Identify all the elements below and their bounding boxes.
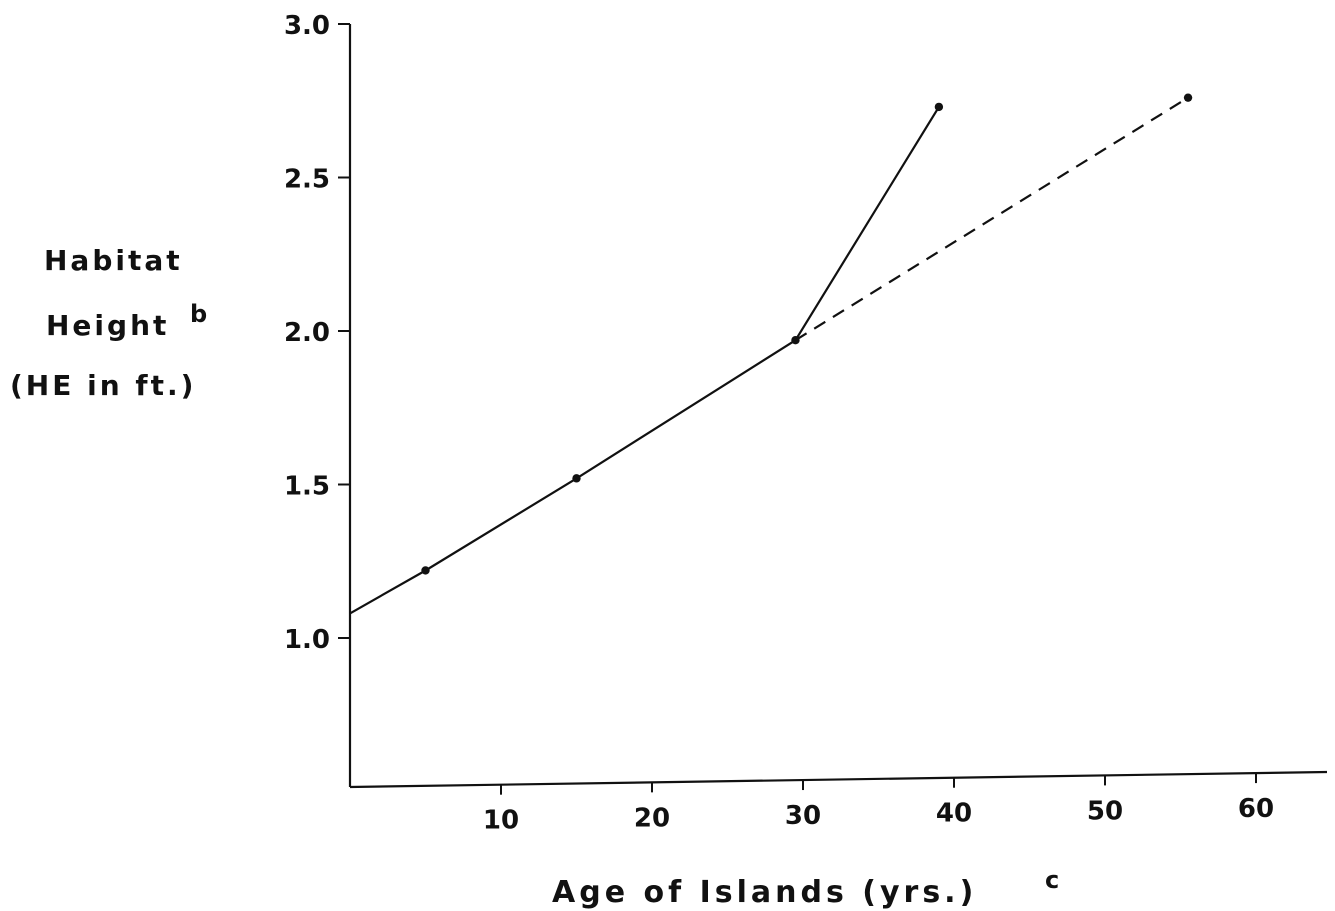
x-axis-label: Age of Islands (yrs.) bbox=[552, 875, 977, 910]
y-axis-label-superscript: b bbox=[190, 300, 207, 328]
y-tick-label: 2.0 bbox=[284, 318, 330, 348]
data-point bbox=[1184, 93, 1192, 101]
x-tick-label: 50 bbox=[1087, 796, 1123, 826]
y-tick-label: 2.5 bbox=[284, 165, 330, 195]
x-tick-label: 20 bbox=[634, 803, 670, 833]
y-axis-label-line-2: Height bbox=[46, 309, 169, 342]
x-axis-label-superscript: c bbox=[1045, 866, 1059, 894]
solid-series-line bbox=[350, 107, 939, 614]
y-tick-label: 1.0 bbox=[284, 625, 330, 655]
x-tick-label: 10 bbox=[483, 806, 519, 836]
x-tick-label: 30 bbox=[785, 801, 821, 831]
x-tick-label: 40 bbox=[936, 799, 972, 829]
data-point bbox=[572, 474, 580, 482]
series-layer bbox=[350, 93, 1192, 613]
x-tick-label: 60 bbox=[1238, 794, 1274, 824]
y-tick-label: 1.5 bbox=[284, 472, 330, 502]
data-point bbox=[421, 566, 429, 574]
y-axis-label-line-1: Habitat bbox=[44, 244, 183, 277]
axes bbox=[350, 24, 1327, 787]
y-ticks: 1.0 1.5 2.0 2.5 3.0 bbox=[284, 11, 350, 655]
x-axis-line bbox=[350, 772, 1327, 787]
data-point bbox=[935, 103, 943, 111]
dashed-series-line bbox=[796, 98, 1189, 341]
y-axis-label-line-3: (HE in ft.) bbox=[10, 369, 196, 402]
y-tick-label: 3.0 bbox=[284, 11, 330, 41]
